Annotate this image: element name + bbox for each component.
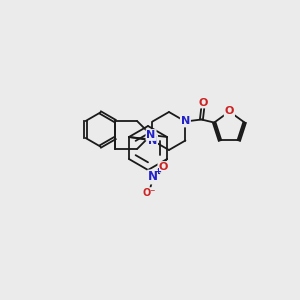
Text: O: O xyxy=(158,162,168,172)
Text: O: O xyxy=(225,106,234,116)
Text: N: N xyxy=(181,116,190,127)
Text: O⁻: O⁻ xyxy=(142,188,156,198)
Text: N: N xyxy=(146,130,156,140)
Text: +: + xyxy=(154,167,162,176)
Text: N: N xyxy=(148,170,158,184)
Text: N: N xyxy=(148,136,157,146)
Text: O: O xyxy=(199,98,208,107)
